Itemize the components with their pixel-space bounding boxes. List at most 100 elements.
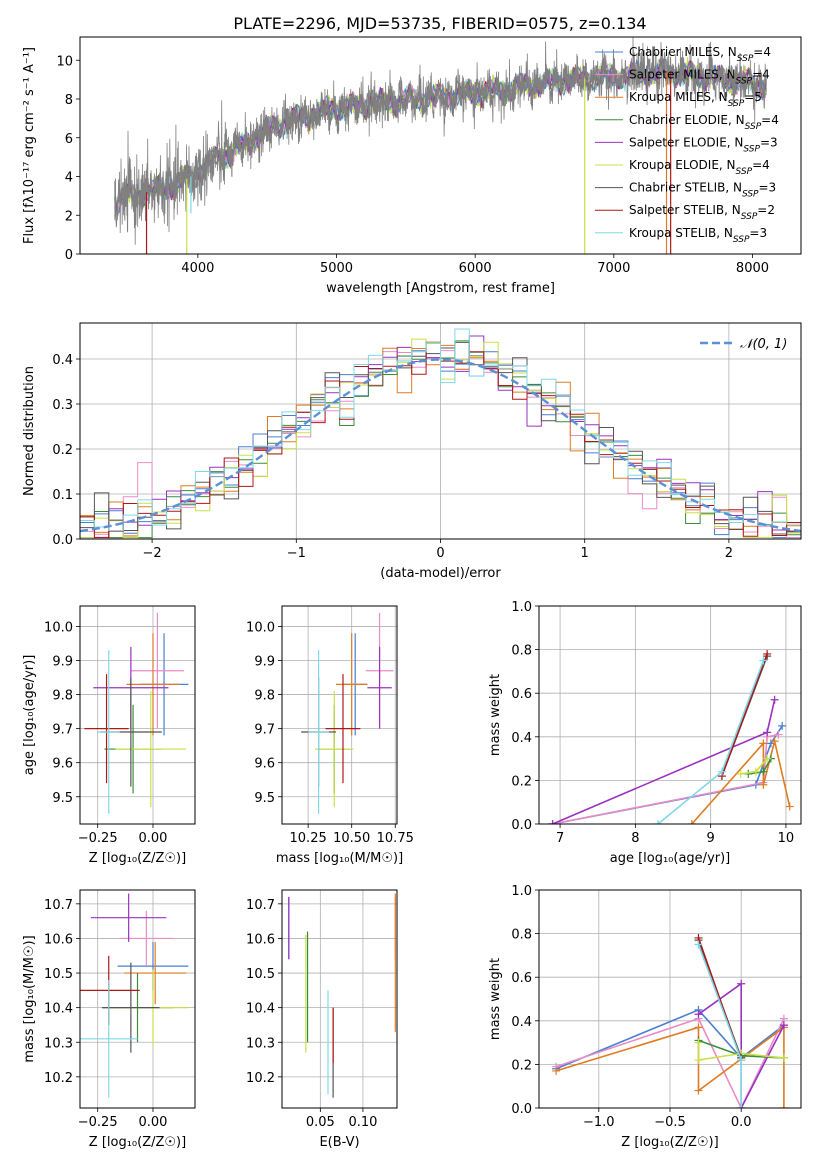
- y-tick-label: 10.4: [44, 1002, 73, 1017]
- x-tick-label: −0.5: [654, 1115, 686, 1130]
- x-tick-label: 10.75: [377, 831, 414, 846]
- weight-point-marker: [694, 1038, 703, 1047]
- y-tick-label: 0.1: [52, 488, 73, 503]
- histogram-lines: [80, 328, 801, 539]
- legend-label: Kroupa ELODIE, NSSP=4: [629, 158, 770, 177]
- legend-label: Chabrier ELODIE, NSSP=4: [629, 113, 779, 132]
- weight-line: [552, 733, 779, 824]
- errorbar-group: [80, 893, 189, 1098]
- weight-line: [697, 944, 742, 1108]
- x-axis-label: age [log₁₀(age/yr)]: [610, 851, 731, 866]
- x-tick-label: 0.10: [348, 1115, 377, 1130]
- legend-label: Chabrier STELIB, NSSP=3: [629, 181, 776, 200]
- y-tick-label: 10.7: [246, 898, 275, 913]
- x-tick-label: 1: [581, 546, 589, 561]
- weight-point-marker: [737, 1104, 746, 1108]
- y-tick-label: 9.6: [52, 757, 73, 772]
- y-tick-label: 8: [65, 93, 73, 108]
- weight-point-marker: [774, 730, 783, 739]
- weight-point-marker: [653, 820, 662, 824]
- histogram-step: [80, 328, 801, 531]
- weight-line: [555, 1017, 785, 1108]
- weight-point-marker: [759, 656, 768, 665]
- weight-line: [552, 699, 776, 824]
- y-tick-label: 4: [65, 171, 73, 186]
- y-axis-label: mass [log₁₀(M/M☉)]: [22, 935, 37, 1062]
- weight-point-marker: [751, 767, 760, 776]
- y-tick-label: 0.8: [511, 928, 532, 943]
- weight-point-marker: [694, 1010, 703, 1019]
- y-tick-label: 0.0: [52, 533, 73, 548]
- weight-point-marker: [694, 940, 703, 949]
- x-axis-label: Z [log₁₀(Z/Z☉)]: [89, 851, 186, 866]
- y-axis-label: Normed distribution: [22, 366, 37, 496]
- weight-line: [721, 653, 768, 777]
- x-tick-label: −1.0: [583, 1115, 615, 1130]
- weight-point-marker: [687, 820, 696, 824]
- chart-mass-vs-Z: −0.25 0.00 10.2 10.3 10.4 10.5 10.6 10.7 Z [log₁…: [22, 889, 196, 1150]
- y-tick-label: 10.3: [44, 1036, 73, 1051]
- weight-point-marker: [737, 979, 746, 988]
- y-tick-label: 0.6: [511, 971, 532, 986]
- errorbar-group: [301, 612, 394, 814]
- y-tick-label: 1.0: [511, 600, 532, 615]
- y-tick-label: 9.6: [254, 757, 275, 772]
- x-axis-label: E(B-V): [319, 1135, 359, 1150]
- y-tick-label: 9.5: [52, 791, 73, 806]
- y-tick-label: 0.0: [511, 1102, 532, 1117]
- x-tick-label: 8: [631, 831, 639, 846]
- x-tick-label: 0.05: [306, 1115, 335, 1130]
- y-tick-label: 9.7: [52, 723, 73, 738]
- chart-mass-vs-ebv: 0.05 0.10 10.2 10.3 10.4 10.5 10.6 10.7 E(B-V): [246, 889, 398, 1150]
- x-tick-label: 7000: [597, 261, 630, 276]
- weight-point-marker: [737, 1056, 746, 1065]
- y-tick-label: 9.5: [254, 791, 275, 806]
- y-tick-label: 0.0: [511, 818, 532, 833]
- y-tick-label: 10.0: [246, 620, 275, 635]
- weight-point-marker: [779, 1021, 788, 1030]
- x-tick-label: 7: [556, 831, 564, 846]
- y-tick-label: 9.9: [254, 655, 275, 670]
- weight-point-marker: [552, 1066, 561, 1075]
- errorbar-group: [288, 893, 396, 1098]
- x-tick-label: 10.25: [290, 831, 327, 846]
- x-tick-label: 0.00: [139, 1115, 168, 1130]
- axes-frame: [281, 889, 398, 1109]
- y-tick-label: 0: [65, 248, 73, 263]
- weight-lines: [548, 649, 794, 824]
- legend-label: Kroupa STELIB, NSSP=3: [629, 226, 767, 245]
- y-tick-label: 0.2: [52, 443, 73, 458]
- y-tick-label: 2: [65, 209, 73, 224]
- y-tick-label: 0.8: [511, 644, 532, 659]
- weight-point-marker: [759, 739, 768, 748]
- y-tick-label: 0.2: [511, 1058, 532, 1073]
- chart-age-vs-mass: 10.25 10.50 10.75 9.5 9.6 9.7 9.8 9.9 10.0 mass […: [246, 605, 414, 866]
- weight-point-marker: [694, 1056, 703, 1065]
- weight-lines: [552, 933, 788, 1108]
- y-tick-label: 0.3: [52, 398, 73, 413]
- weight-point-marker: [763, 754, 772, 763]
- x-tick-label: −1: [287, 546, 306, 561]
- chart-age-vs-Z: −0.25 0.00 9.5 9.6 9.7 9.8 9.9 10.0 Z [log₁₀(Z/Z…: [22, 605, 196, 866]
- y-tick-label: 0.4: [511, 1015, 532, 1030]
- y-axis-label: age [log₁₀(age/yr)]: [22, 655, 37, 776]
- chart-weight-vs-age: 7 8 9 10 0.0 0.2 0.4 0.6 0.8 1.0 age [log₁₀(age/yr…: [488, 600, 802, 866]
- y-axis-label: Flux [fλ10⁻¹⁷ erg cm⁻² s⁻¹ A⁻¹]: [22, 47, 37, 244]
- y-tick-label: 10.6: [246, 932, 275, 947]
- y-tick-label: 0.6: [511, 687, 532, 702]
- errorbar-group: [84, 612, 189, 814]
- weight-point-marker: [763, 728, 772, 737]
- figure-title: PLATE=2296, MJD=53735, FIBERID=0575, z=0…: [233, 14, 646, 33]
- weight-point-marker: [548, 820, 557, 824]
- x-tick-label: −0.25: [78, 1115, 118, 1130]
- weight-point-marker: [717, 767, 726, 776]
- weight-point-marker: [759, 780, 768, 789]
- x-tick-label: 0: [436, 546, 444, 561]
- weight-point-marker: [778, 721, 787, 730]
- axes-frame: [281, 605, 398, 825]
- legend-label: Salpeter ELODIE, NSSP=3: [629, 135, 778, 154]
- x-tick-label: 8000: [736, 261, 769, 276]
- x-tick-label: 2: [725, 546, 733, 561]
- y-tick-label: 10.3: [246, 1036, 275, 1051]
